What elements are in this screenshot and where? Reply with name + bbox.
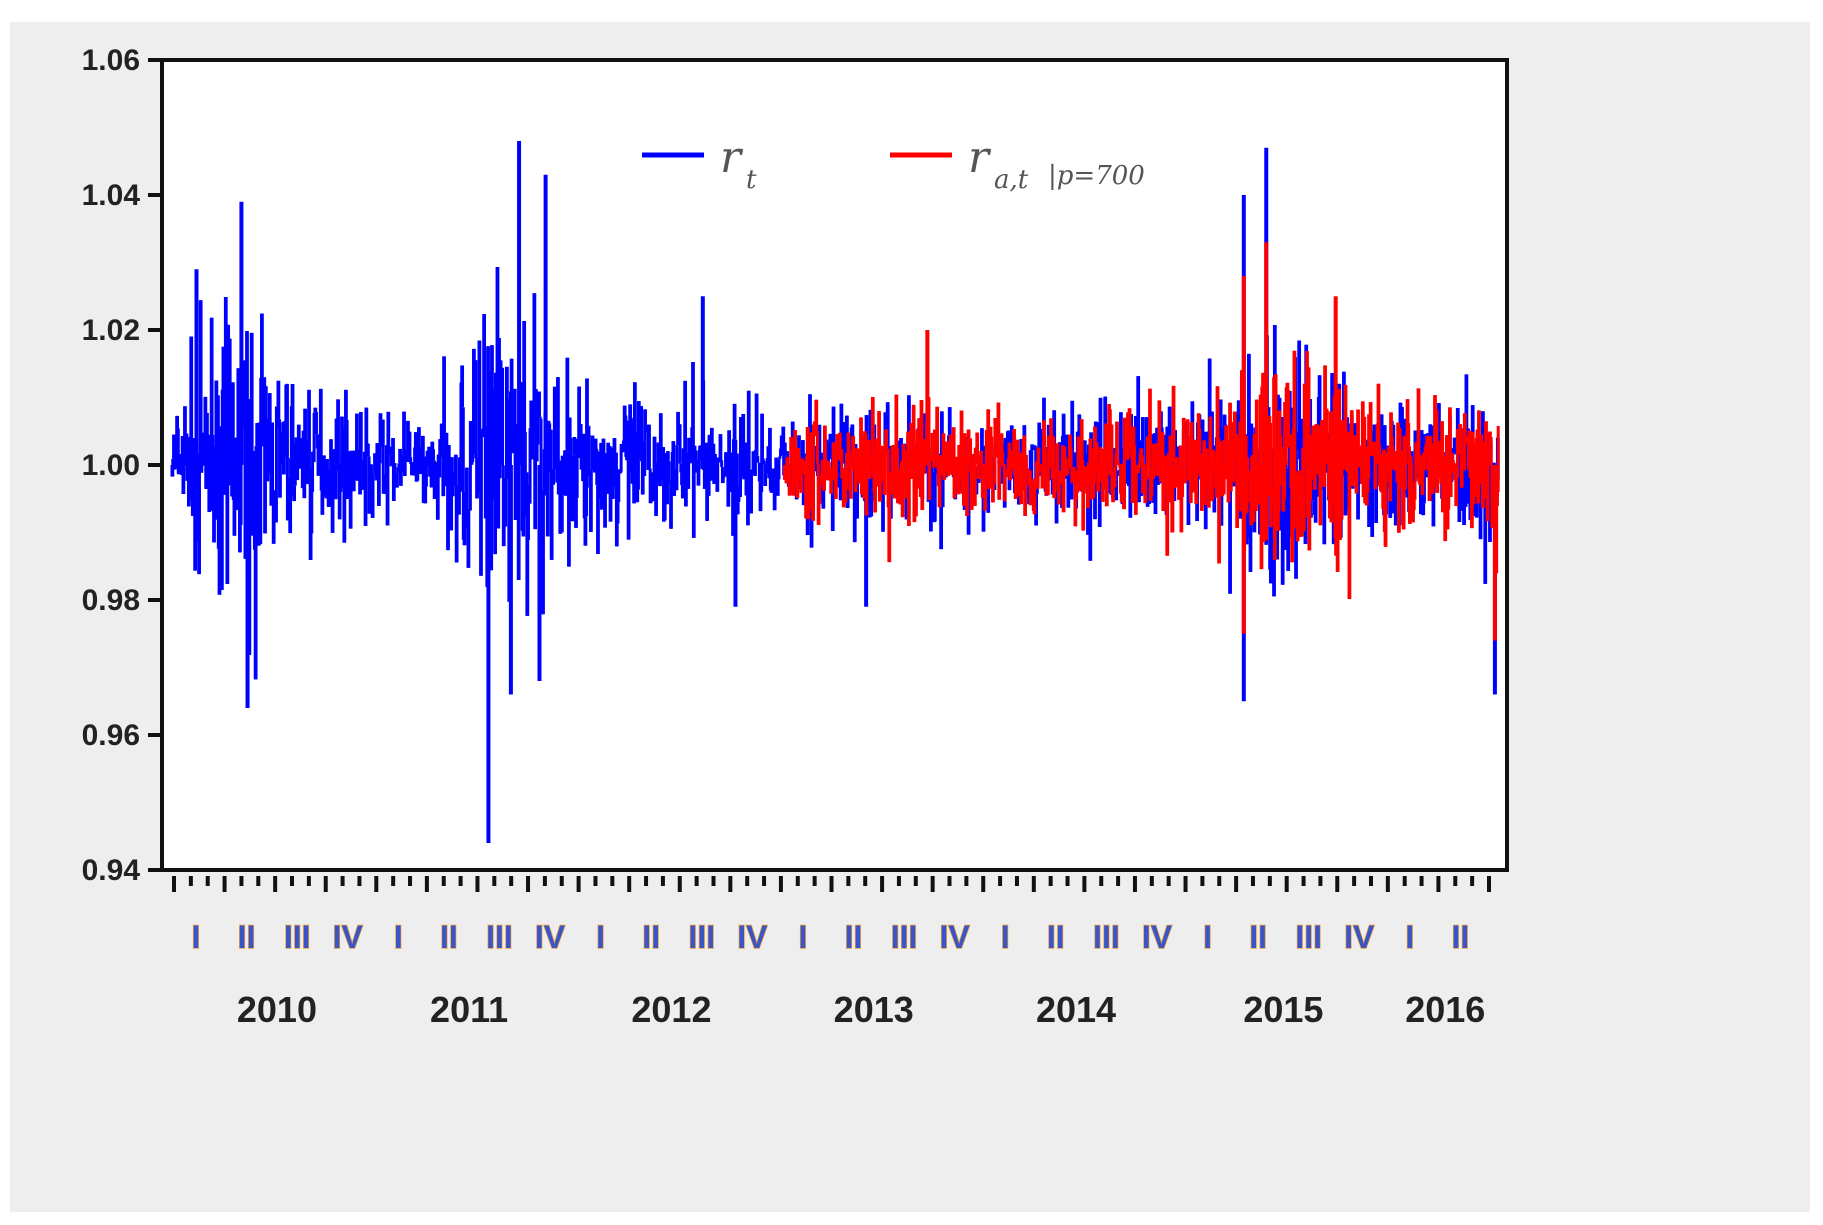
legend-label: r — [720, 132, 744, 183]
year-label: 2012 — [631, 989, 711, 1030]
legend: r t r a,t |p=700 — [642, 132, 1145, 195]
quarter-label: II — [238, 919, 256, 955]
quarter-label: II — [440, 919, 458, 955]
quarter-label: II — [1047, 919, 1065, 955]
legend-subscript: t — [746, 165, 757, 195]
y-axis: 0.94 0.96 0.98 1.00 1.02 1.04 1.06 — [82, 44, 162, 887]
series-layer — [170, 141, 1500, 843]
quarter-label: IV — [1344, 919, 1375, 955]
quarter-label: I — [596, 919, 605, 955]
quarter-label: III — [1093, 919, 1120, 955]
quarter-label: III — [1295, 919, 1322, 955]
quarter-label: I — [1405, 919, 1414, 955]
y-tick-label: 1.04 — [82, 179, 141, 212]
y-tick-label: 0.96 — [82, 719, 140, 752]
y-tick-label: 0.94 — [82, 854, 141, 887]
legend-subscript: a,t — [994, 165, 1029, 195]
quarter-label: III — [284, 919, 311, 955]
quarter-label: I — [394, 919, 403, 955]
y-tick-label: 1.06 — [82, 44, 140, 77]
quarter-label: IV — [737, 919, 768, 955]
legend-suffix: |p=700 — [1048, 161, 1145, 191]
quarter-label: III — [891, 919, 918, 955]
quarter-label: II — [642, 919, 660, 955]
quarter-label: IV — [940, 919, 971, 955]
quarter-label: I — [798, 919, 807, 955]
quarter-label: III — [486, 919, 513, 955]
quarter-label: IV — [333, 919, 364, 955]
year-label: 2011 — [430, 989, 508, 1030]
quarter-label: I — [1203, 919, 1212, 955]
series-1 — [782, 242, 1500, 641]
year-label: 2014 — [1036, 989, 1116, 1030]
quarter-label: I — [1001, 919, 1010, 955]
quarter-label: IV — [535, 919, 566, 955]
year-label: 2016 — [1405, 989, 1485, 1030]
y-tick-label: 1.02 — [82, 314, 140, 347]
chart-panel: 0.94 0.96 0.98 1.00 1.02 1.04 1.06 I II III IV I II… — [10, 22, 1810, 1212]
quarter-label: II — [1249, 919, 1267, 955]
quarter-label: II — [1452, 919, 1470, 955]
quarter-label: II — [845, 919, 863, 955]
y-tick-label: 0.98 — [82, 584, 140, 617]
quarter-label: IV — [1142, 919, 1173, 955]
quarter-label: I — [192, 919, 201, 955]
quarter-label: III — [688, 919, 715, 955]
year-label: 2013 — [834, 989, 914, 1030]
year-label: 2015 — [1243, 989, 1323, 1030]
legend-label: r — [968, 132, 992, 183]
x-axis: I II III IV I II III IV I II III IV I II III IV I II III IV… — [172, 876, 1491, 1030]
time-series-chart: 0.940.960.981.001.021.041.06 I II III IV I II… — [82, 44, 1509, 1030]
year-label: 2010 — [237, 989, 317, 1030]
y-tick-label: 1.00 — [82, 449, 140, 482]
